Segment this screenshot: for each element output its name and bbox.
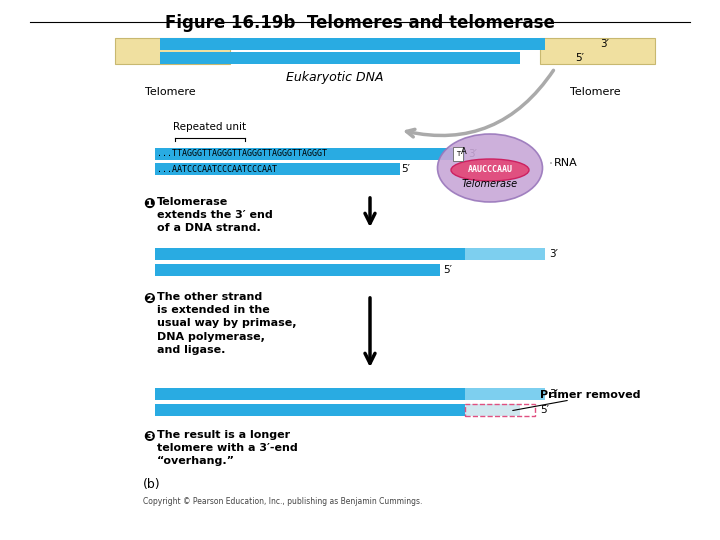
Bar bbox=[155, 163, 400, 175]
Text: (b): (b) bbox=[143, 478, 161, 491]
Text: A: A bbox=[461, 147, 467, 157]
Text: Telomerase: Telomerase bbox=[462, 179, 518, 189]
Bar bbox=[155, 248, 465, 260]
Bar bbox=[155, 404, 465, 416]
Text: 5′: 5′ bbox=[575, 53, 584, 63]
Bar bbox=[155, 148, 465, 160]
Bar bbox=[465, 388, 545, 400]
Text: 3′: 3′ bbox=[600, 39, 609, 49]
Text: 5′: 5′ bbox=[540, 405, 549, 415]
Text: 3′: 3′ bbox=[468, 149, 477, 159]
Text: RNA: RNA bbox=[554, 158, 577, 168]
Text: T: T bbox=[456, 151, 460, 157]
Text: 3′: 3′ bbox=[549, 389, 558, 399]
Text: Telomerase
extends the 3′ end
of a DNA strand.: Telomerase extends the 3′ end of a DNA s… bbox=[157, 197, 273, 233]
Text: ...AATCCCAATCCCAATCCCAAT: ...AATCCCAATCCCAATCCCAAT bbox=[157, 165, 277, 173]
Text: Figure 16.19b  Telomeres and telomerase: Figure 16.19b Telomeres and telomerase bbox=[165, 14, 555, 32]
Bar bbox=[465, 248, 545, 260]
Text: The other strand
is extended in the
usual way by primase,
DNA polymerase,
and li: The other strand is extended in the usua… bbox=[157, 292, 297, 355]
Text: Repeated unit: Repeated unit bbox=[174, 122, 246, 132]
Text: Eukaryotic DNA: Eukaryotic DNA bbox=[287, 71, 384, 84]
Text: 5′: 5′ bbox=[443, 265, 452, 275]
Bar bbox=[540, 38, 655, 64]
Text: Copyright © Pearson Education, Inc., publishing as Benjamin Cummings.: Copyright © Pearson Education, Inc., pub… bbox=[143, 497, 423, 506]
Bar bbox=[155, 264, 440, 276]
Text: AAUCCCAAU: AAUCCCAAU bbox=[467, 165, 513, 174]
Text: Telomere: Telomere bbox=[145, 87, 195, 97]
Text: ...TTAGGGTTAGGGTTAGGGTTAGGGTTAGGGT: ...TTAGGGTTAGGGTTAGGGTTAGGGTTAGGGT bbox=[157, 150, 327, 159]
Bar bbox=[115, 38, 230, 64]
Bar bbox=[155, 388, 465, 400]
Text: ❶: ❶ bbox=[143, 197, 155, 211]
Ellipse shape bbox=[438, 134, 542, 202]
Text: Telomere: Telomere bbox=[570, 87, 621, 97]
Bar bbox=[465, 404, 520, 416]
Text: The result is a longer
telomere with a 3′-end
“overhang.”: The result is a longer telomere with a 3… bbox=[157, 430, 298, 467]
Text: ❸: ❸ bbox=[143, 430, 155, 444]
Text: Primer removed: Primer removed bbox=[540, 390, 640, 400]
Bar bbox=[160, 38, 545, 50]
Ellipse shape bbox=[451, 159, 529, 181]
Text: 3′: 3′ bbox=[549, 249, 558, 259]
FancyArrowPatch shape bbox=[407, 70, 554, 137]
Text: 5′: 5′ bbox=[401, 164, 410, 174]
Bar bbox=[160, 52, 520, 64]
Text: ❷: ❷ bbox=[143, 292, 155, 306]
Bar bbox=[465, 404, 535, 416]
Bar bbox=[453, 147, 463, 161]
